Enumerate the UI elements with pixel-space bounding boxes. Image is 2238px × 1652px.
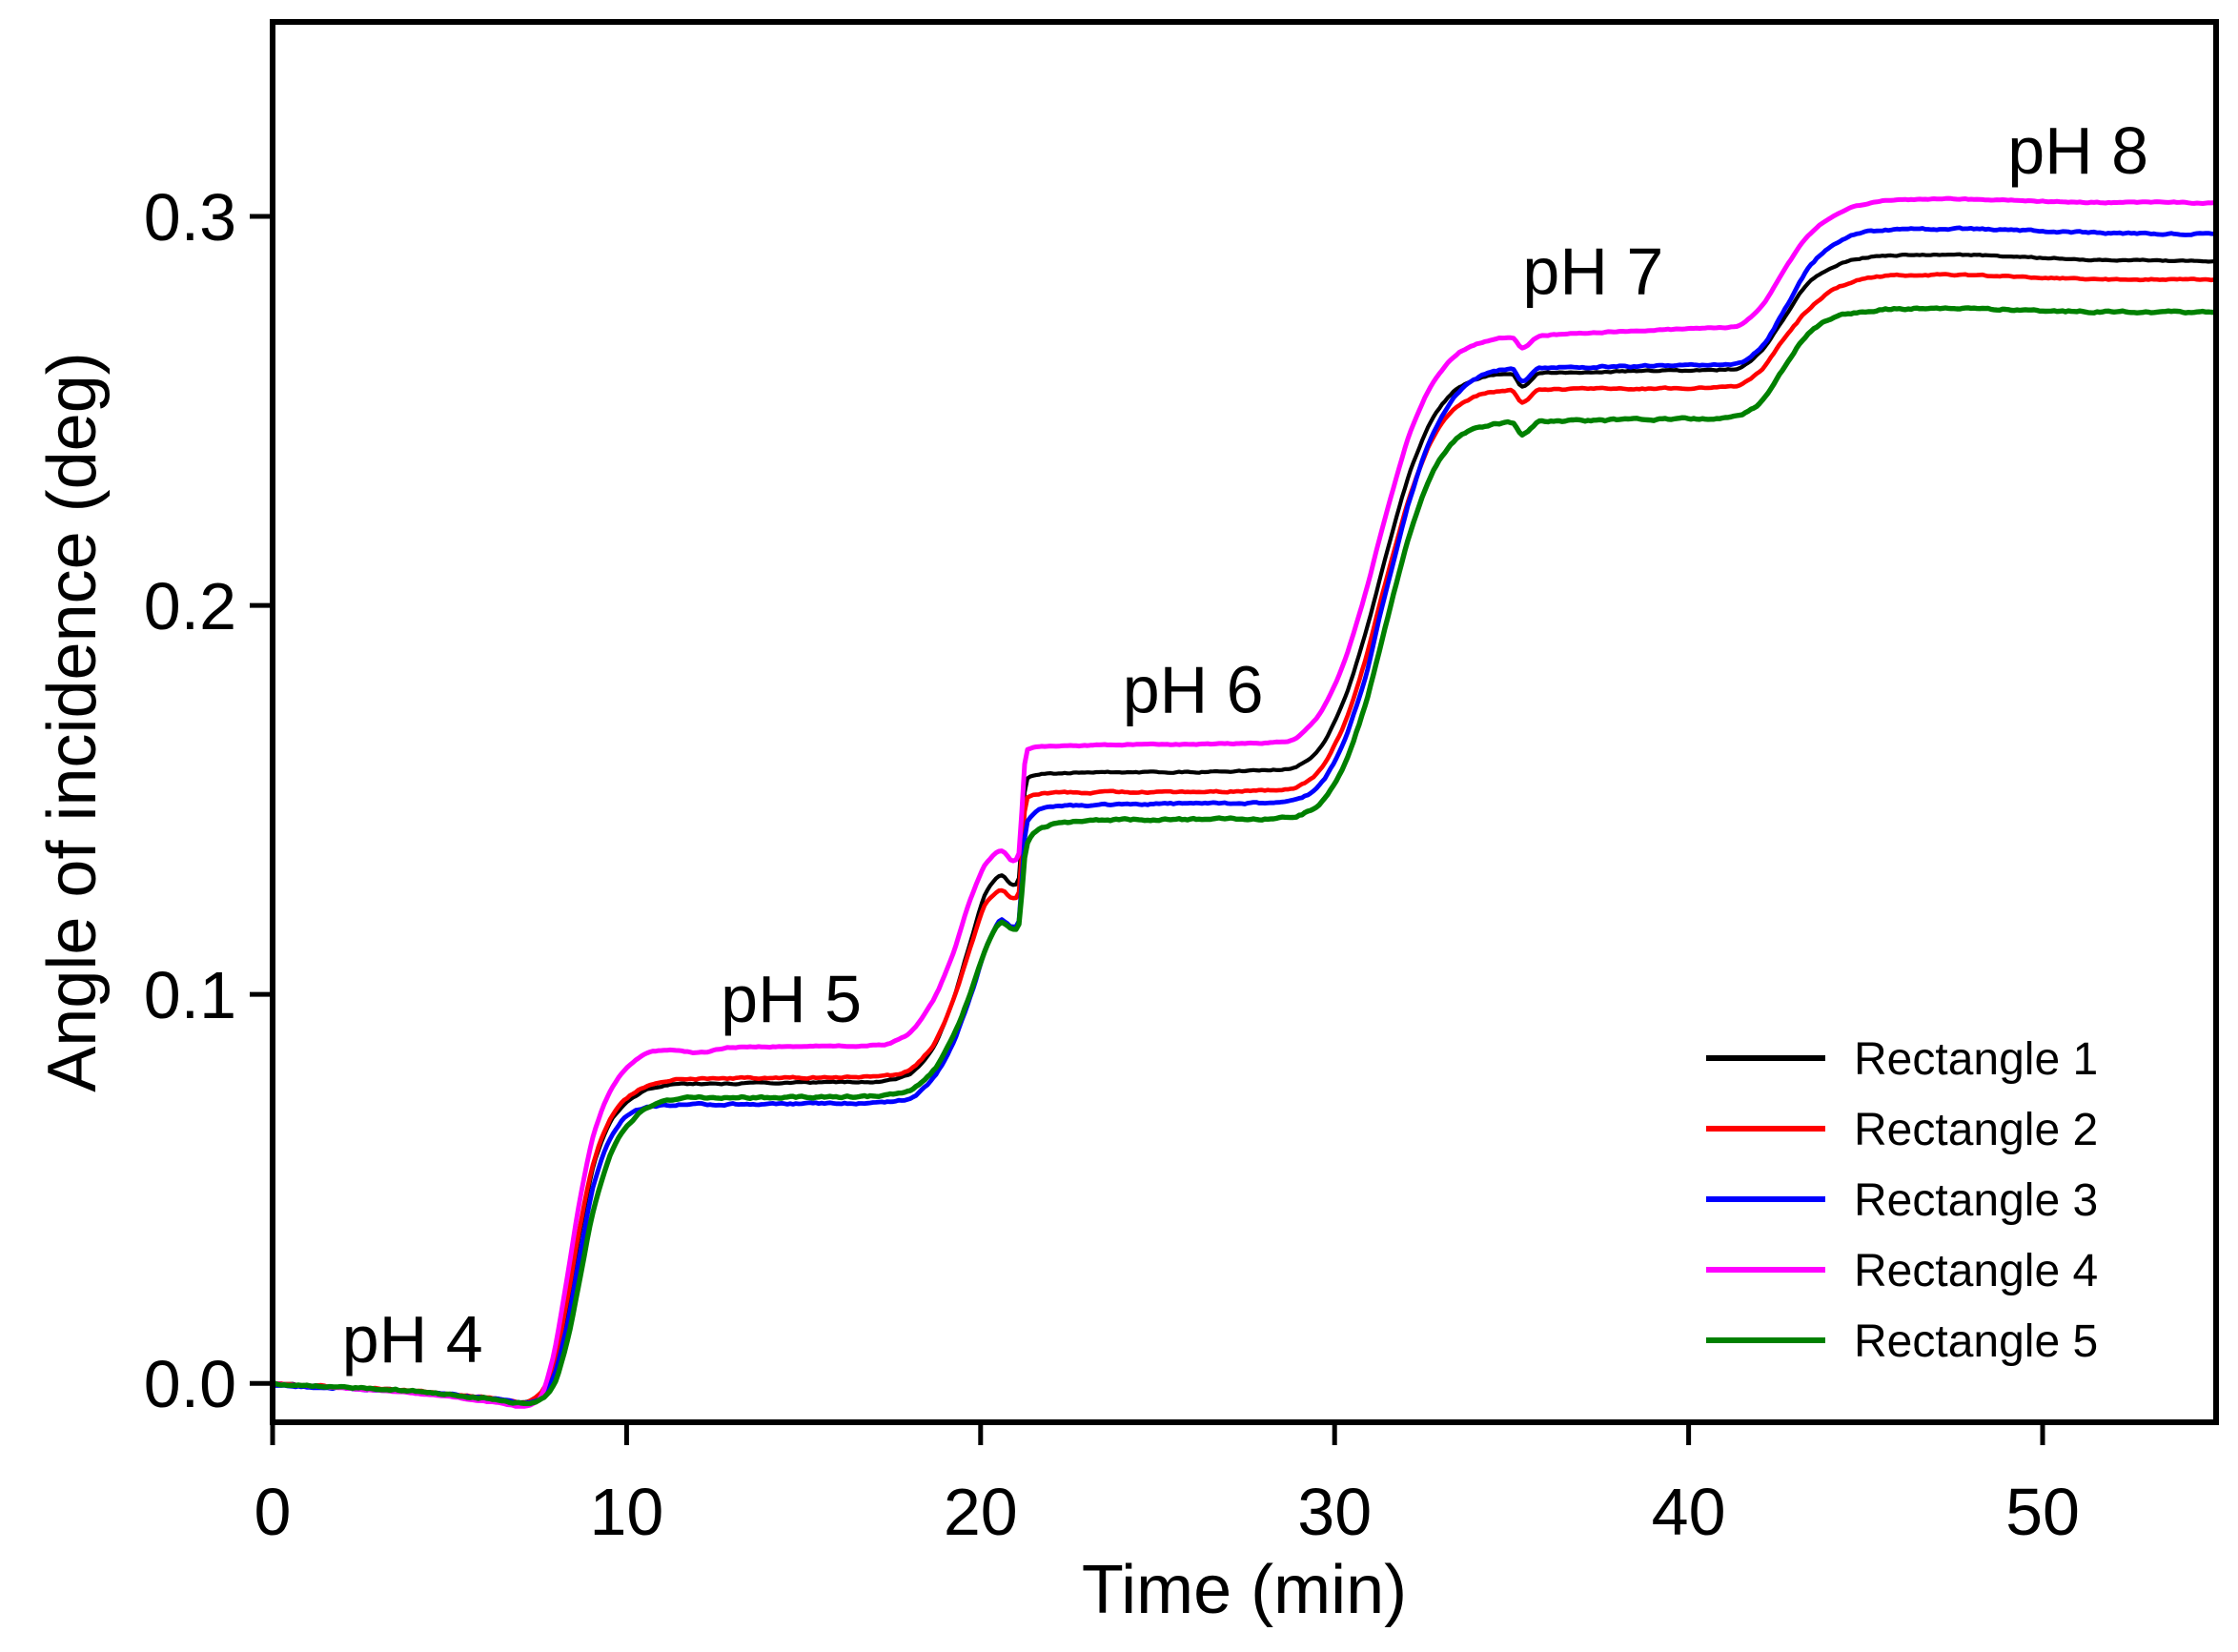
series-line-rectangle-2	[270, 272, 2217, 1406]
series-line-rectangle-5	[270, 305, 2217, 1407]
legend: Rectangle 1 Rectangle 2 Rectangle 3 Rectang…	[1706, 1034, 2098, 1367]
legend-label: Rectangle 4	[1854, 1246, 2098, 1296]
legend-label: Rectangle 2	[1854, 1105, 2098, 1155]
legend-entry-3: Rectangle 3	[1706, 1175, 2098, 1226]
y-axis-title: Angle of incidence (deg)	[34, 352, 111, 1092]
legend-entry-4: Rectangle 4	[1706, 1246, 2098, 1296]
annotation-ph-4: pH 4	[342, 1302, 483, 1377]
x-axis-tick-label: 50	[2005, 1475, 2080, 1549]
x-axis-tick-label: 40	[1652, 1475, 1726, 1549]
legend-entry-2: Rectangle 2	[1706, 1105, 2098, 1155]
x-axis-tick-label: 30	[1297, 1475, 1372, 1549]
annotation-ph-5: pH 5	[721, 962, 862, 1036]
legend-label: Rectangle 3	[1854, 1175, 2098, 1226]
x-axis-tick-label: 20	[944, 1475, 1018, 1549]
annotation-ph-8: pH 8	[2007, 113, 2148, 188]
y-axis-tick-label: 0.0	[144, 1347, 236, 1421]
y-axis-tick-label: 0.3	[144, 180, 236, 255]
x-axis-tick-label: 0	[254, 1475, 292, 1549]
legend-entry-5: Rectangle 5	[1706, 1316, 2098, 1367]
legend-entry-1: Rectangle 1	[1706, 1034, 2098, 1085]
y-axis-tick-label: 0.2	[144, 569, 236, 643]
annotation-ph-6: pH 6	[1123, 652, 1264, 726]
plot-frame	[270, 19, 2219, 1425]
legend-label: Rectangle 5	[1854, 1316, 2098, 1367]
x-axis-title: Time (min)	[1082, 1552, 1407, 1628]
annotation-ph-7: pH 7	[1522, 235, 1663, 309]
series-line-rectangle-4	[270, 195, 2217, 1409]
legend-label: Rectangle 1	[1854, 1034, 2098, 1085]
y-axis-tick-label: 0.1	[144, 958, 236, 1032]
series-line-rectangle-3	[270, 225, 2217, 1406]
x-axis-tick-label: 10	[589, 1475, 663, 1549]
